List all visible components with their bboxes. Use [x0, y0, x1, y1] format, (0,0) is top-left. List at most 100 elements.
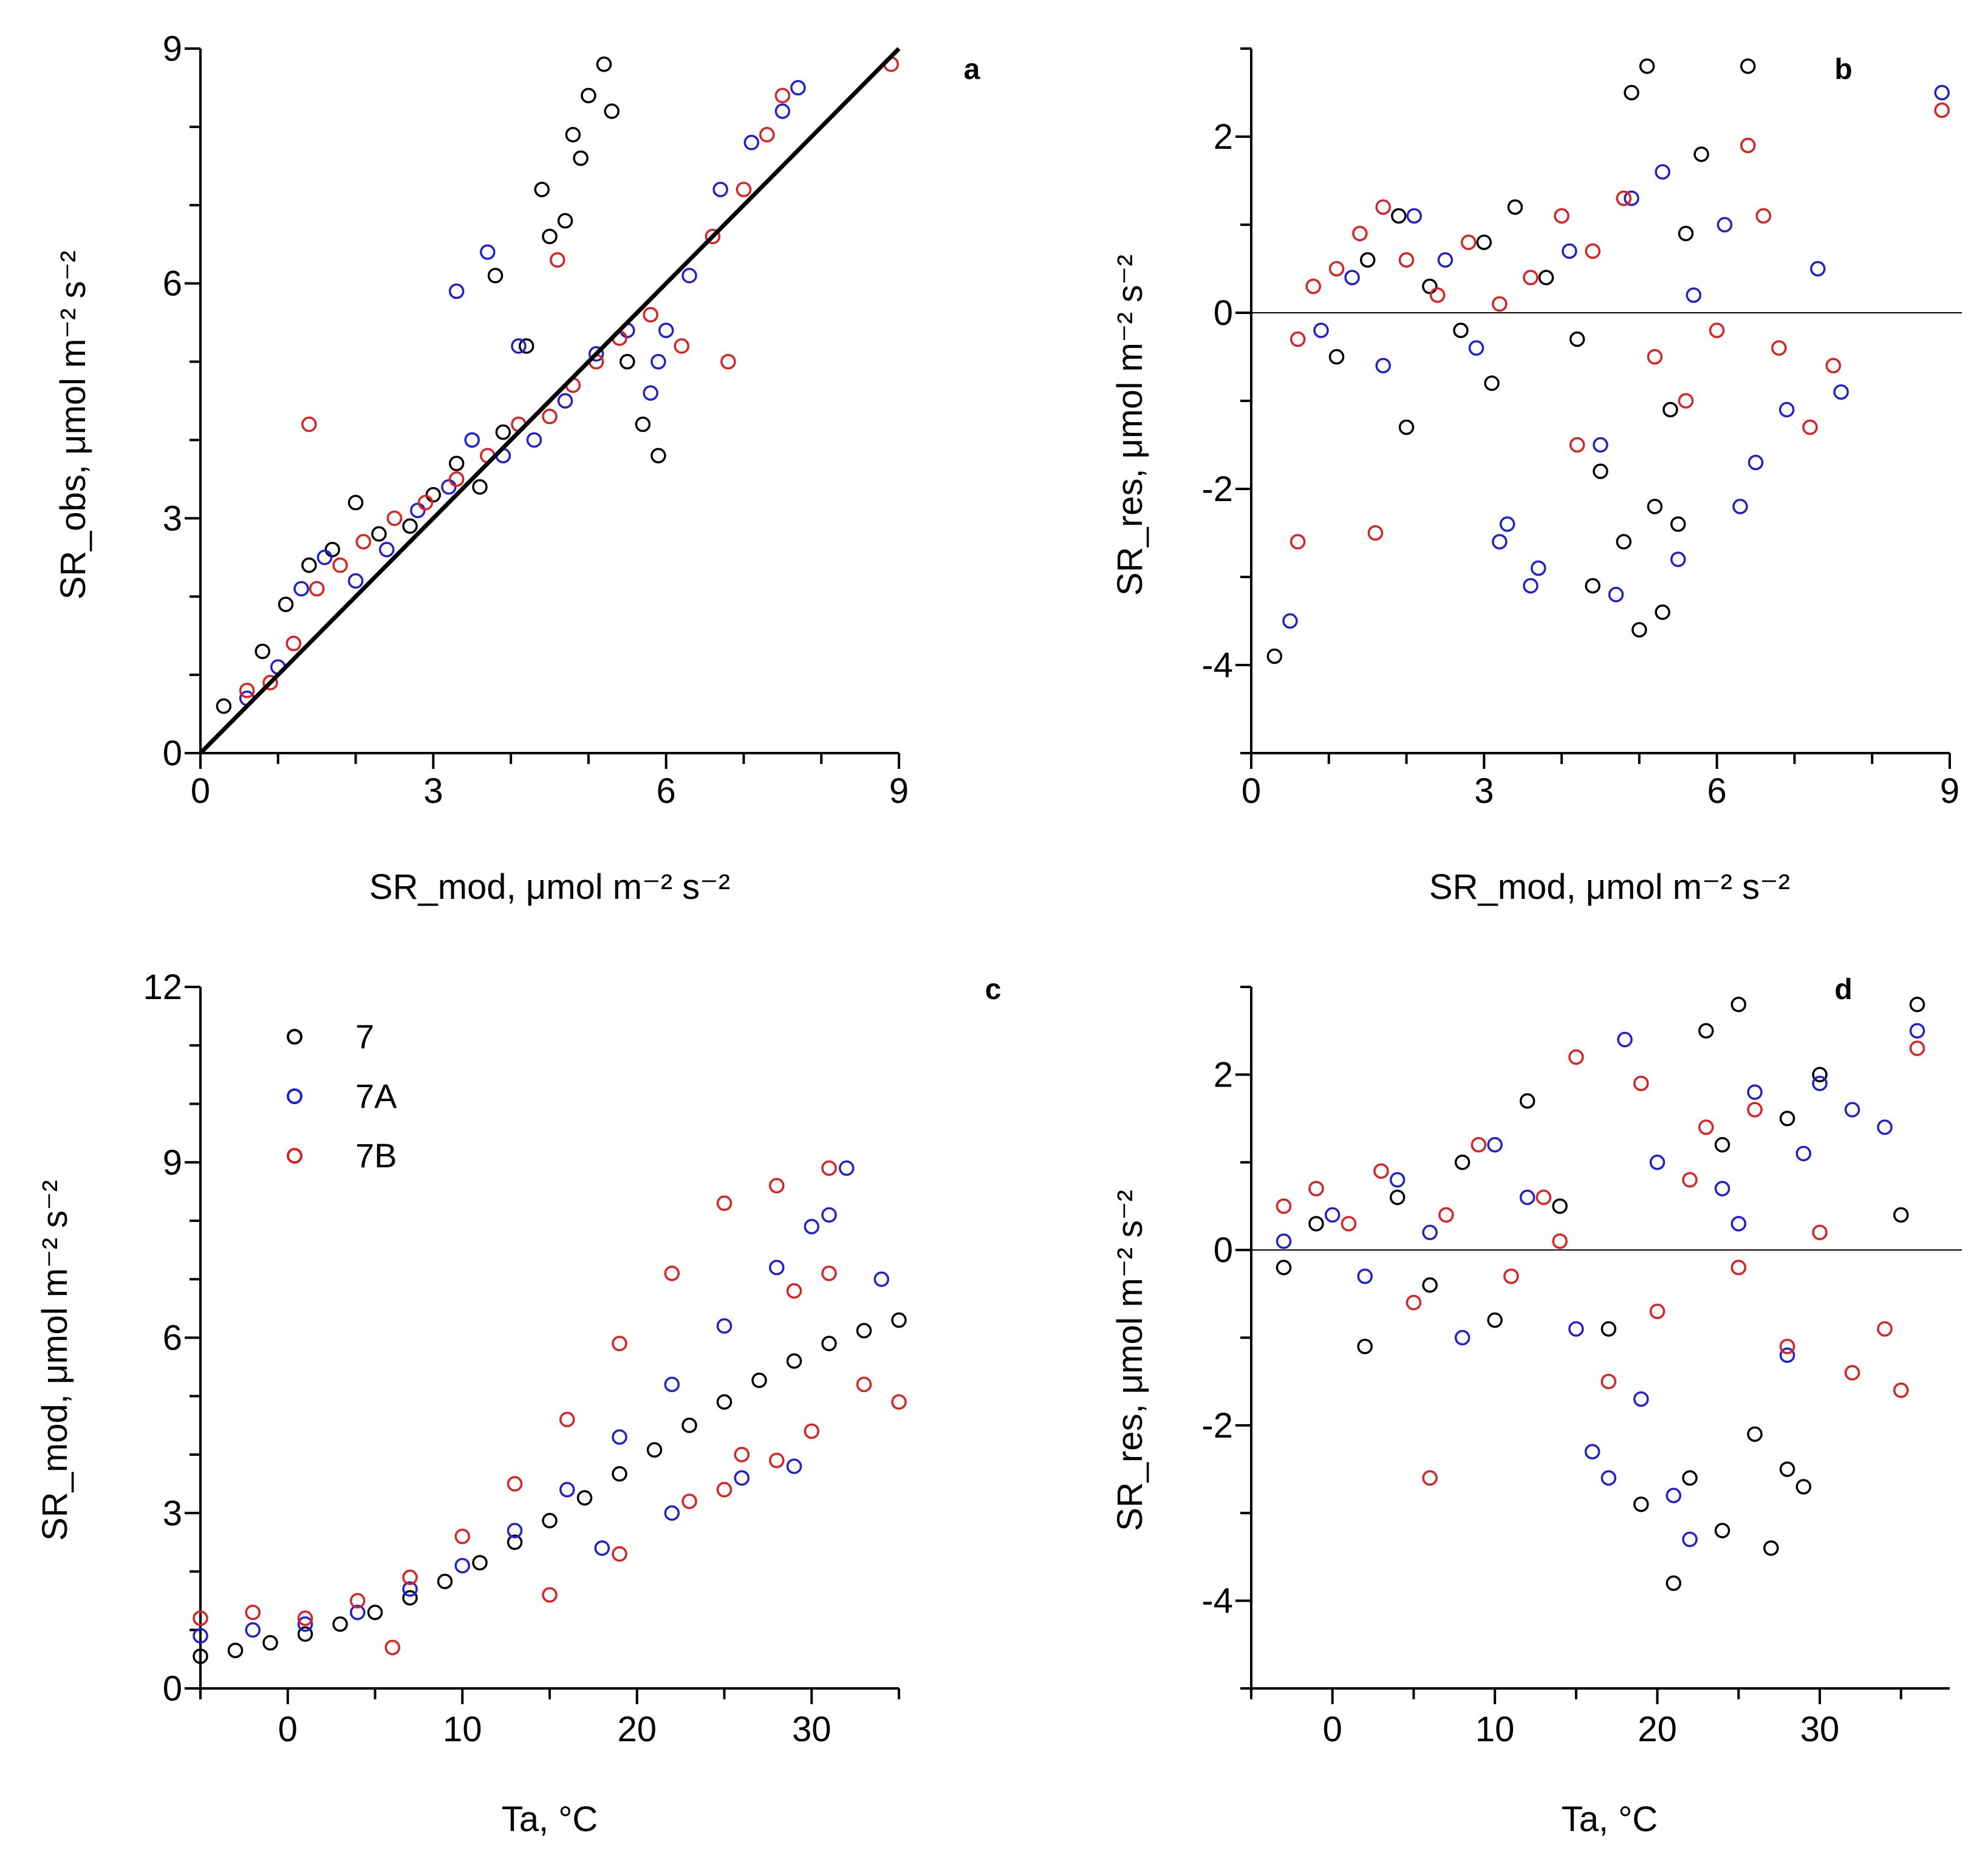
data-point-7a	[1608, 587, 1624, 602]
data-point-7b	[1585, 243, 1600, 259]
panel-a: 0 3 6 9 0 3 6 9 a SR_mod, μmol m⁻² s⁻² SR_obs, …	[53, 29, 980, 907]
data-point-7	[1276, 1260, 1292, 1275]
data-point-7b	[384, 1639, 400, 1656]
data-point-7a	[1670, 551, 1686, 567]
data-point-7b	[821, 1160, 837, 1176]
data-point-7	[1593, 463, 1608, 479]
data-point-7b	[1308, 1181, 1324, 1196]
data-point-7a	[716, 1318, 733, 1334]
data-point-7b	[1471, 1137, 1487, 1153]
data-point-7b	[1438, 1207, 1454, 1223]
panel-b: 0 3 6 9 -4 -2 0 2 b SR_mod, μmol m⁻² s⁻² SR_res…	[1110, 47, 1962, 907]
data-point-7	[1422, 1277, 1438, 1293]
panel-b-y-title: SR_res, μmol m⁻² s⁻²	[1110, 254, 1150, 596]
data-point-7b	[1825, 358, 1842, 374]
data-point-7	[576, 1490, 593, 1506]
data-point-7a	[1437, 252, 1453, 268]
data-point-7b	[559, 1411, 575, 1427]
y-tick-label: 2	[1214, 1055, 1233, 1094]
data-point-7b	[1755, 208, 1772, 224]
x-tick-label: 6	[657, 771, 676, 811]
data-point-7b	[332, 557, 348, 573]
data-point-7b	[1341, 1216, 1357, 1232]
data-point-7	[1740, 58, 1756, 74]
data-point-7	[425, 486, 442, 503]
data-point-7	[1698, 1023, 1714, 1039]
x-tick-label: 0	[191, 771, 210, 811]
data-point-7b	[350, 1592, 366, 1609]
panel-b-plot-area: 0 3 6 9 -4 -2 0 2	[1201, 47, 1962, 811]
data-point-7a	[1730, 1216, 1747, 1232]
data-point-7	[1678, 225, 1694, 242]
x-tick-label: 30	[792, 1710, 832, 1749]
data-point-7a	[1747, 454, 1764, 471]
x-tick-label: 9	[1940, 771, 1959, 811]
data-point-7	[821, 1336, 837, 1351]
data-point-7b	[1709, 322, 1725, 338]
data-point-7	[612, 1466, 627, 1482]
data-point-7a	[350, 1605, 366, 1620]
x-tick-label: 20	[617, 1710, 657, 1749]
data-point-7	[1391, 208, 1407, 224]
y-tick-label: 3	[163, 499, 182, 538]
panel-c-plot-area: 0 10 20 30 0 3 6 9 12	[143, 967, 907, 1749]
data-point-7a	[1593, 437, 1608, 453]
data-point-7b	[891, 1394, 907, 1410]
data-point-7a	[594, 1540, 610, 1556]
y-tick-label: 0	[163, 1669, 182, 1708]
data-point-7	[891, 1312, 907, 1328]
data-point-7b	[1779, 1339, 1795, 1354]
x-tick-label: 0	[278, 1710, 298, 1749]
data-point-7a	[1499, 516, 1515, 532]
data-point-7	[1812, 1066, 1828, 1083]
data-point-7a	[1812, 1076, 1828, 1091]
data-point-7	[1359, 252, 1376, 268]
y-tick-label: -2	[1201, 469, 1233, 509]
data-point-7b	[1429, 287, 1446, 303]
data-point-7b	[1328, 261, 1345, 277]
data-point-7b	[1276, 1198, 1292, 1214]
series-7a	[239, 80, 806, 706]
data-point-7a	[293, 581, 309, 597]
data-point-7a	[1406, 208, 1423, 224]
data-point-7a	[588, 346, 604, 362]
data-point-7	[581, 87, 596, 104]
data-point-7	[297, 1626, 313, 1642]
data-point-7a	[804, 1218, 819, 1235]
legend-label-7b: 7B	[355, 1136, 397, 1175]
data-point-7b	[542, 409, 558, 425]
data-point-7b	[1893, 1382, 1909, 1398]
data-point-7a	[1714, 1181, 1730, 1196]
data-point-7	[1538, 270, 1554, 285]
data-point-7a	[507, 1523, 523, 1538]
data-point-7a	[1732, 499, 1748, 514]
data-point-7b	[1352, 225, 1368, 242]
panel-b-letter: b	[1834, 53, 1852, 86]
data-point-7	[1507, 199, 1523, 215]
data-point-7b	[1552, 1233, 1568, 1249]
data-point-7	[1422, 278, 1438, 295]
data-point-7b	[1649, 1303, 1665, 1319]
data-point-7b	[1569, 437, 1585, 453]
legend-label-7: 7	[355, 1017, 374, 1056]
data-point-7b	[550, 252, 565, 268]
data-point-7	[487, 268, 504, 284]
data-point-7a	[1519, 1189, 1535, 1206]
data-point-7b	[1600, 1373, 1617, 1390]
data-point-7	[716, 1394, 733, 1410]
panel-c-y-title: SR_mod, μmol m⁻² s⁻²	[35, 1180, 75, 1541]
x-tick-label: 10	[1475, 1710, 1515, 1749]
data-point-7	[262, 1635, 278, 1651]
data-point-7	[542, 228, 558, 245]
data-point-7	[518, 338, 535, 354]
data-point-7a	[1844, 1102, 1860, 1118]
series-7	[1276, 997, 1925, 1591]
data-point-7	[1714, 1523, 1730, 1538]
series-7b	[193, 1160, 907, 1656]
data-point-7a	[1778, 401, 1795, 418]
data-point-7	[1487, 1312, 1503, 1328]
series-7b	[239, 56, 899, 698]
data-point-7a	[1468, 340, 1484, 356]
y-tick-label: 12	[143, 967, 182, 1007]
data-point-7	[1585, 578, 1600, 594]
